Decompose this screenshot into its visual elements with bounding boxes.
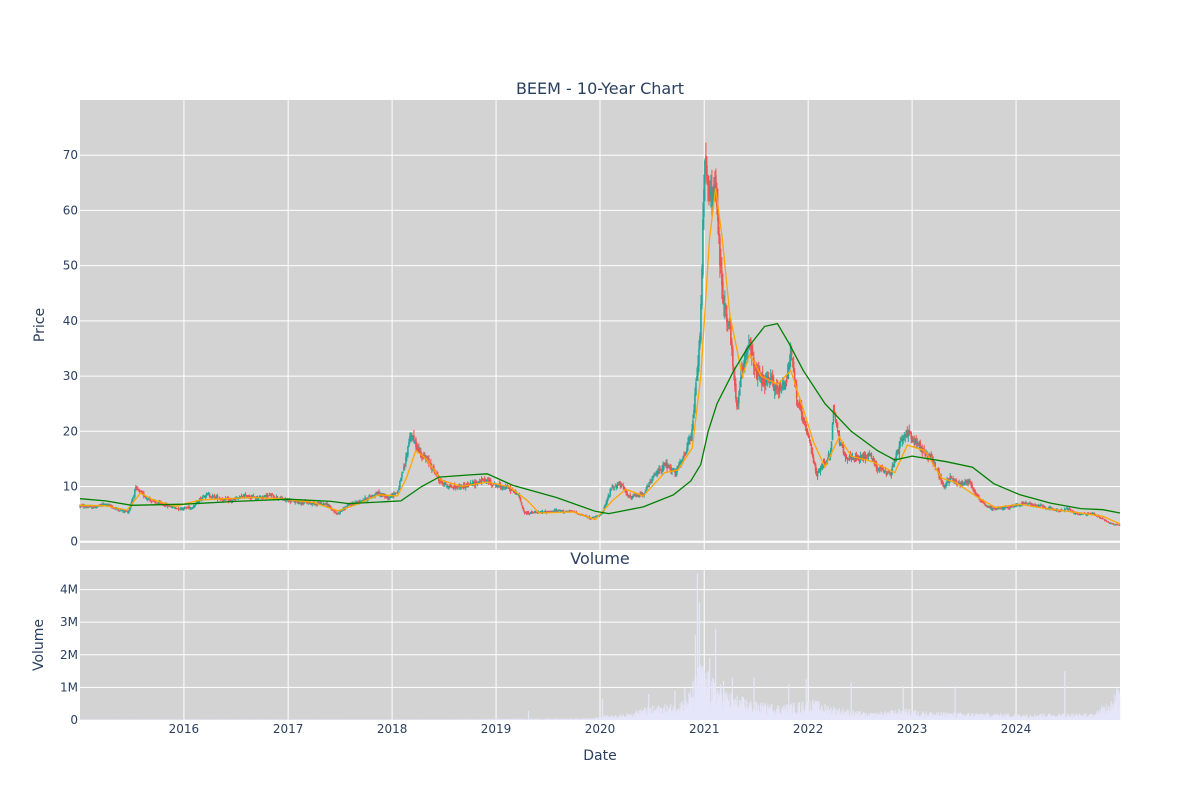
volume-spike-8 xyxy=(709,658,710,720)
candle-body-617 xyxy=(694,394,696,413)
candle-body-621 xyxy=(698,349,700,366)
volume-y-tick-2: 2M xyxy=(60,648,78,662)
price-y-axis-title: Price xyxy=(32,308,48,342)
candle-body-615 xyxy=(692,420,694,429)
candle-body-823 xyxy=(899,441,901,446)
volume-spike-12 xyxy=(753,678,754,720)
price-y-tick-0: 0 xyxy=(70,535,78,549)
candle-body-76 xyxy=(155,502,157,503)
candle-body-321 xyxy=(399,481,401,487)
candle-body-874 xyxy=(950,476,952,478)
volume-spike-16 xyxy=(903,686,904,720)
volume-spike-15 xyxy=(851,683,852,721)
volume-spike-13 xyxy=(788,684,789,720)
price-y-tick-3: 30 xyxy=(63,369,78,383)
volume-spike-18 xyxy=(1064,671,1065,720)
candle-body-709 xyxy=(786,380,788,383)
volume-spike-7 xyxy=(699,603,700,720)
volume-spike-19 xyxy=(1116,687,1117,720)
price-y-tick-1: 10 xyxy=(63,480,78,494)
candle-body-618 xyxy=(695,382,697,394)
x-tick-2017: 2017 xyxy=(273,722,304,736)
candle-body-950 xyxy=(1026,503,1028,504)
x-axis-title: Date xyxy=(583,748,616,764)
candle-body-442 xyxy=(520,498,522,502)
candle-body-937 xyxy=(1013,507,1015,508)
volume-spike-14 xyxy=(806,679,807,720)
candle-body-329 xyxy=(407,446,409,455)
x-tick-2016: 2016 xyxy=(169,722,200,736)
price-y-tick-5: 50 xyxy=(63,259,78,273)
volume-spike-0 xyxy=(528,711,529,720)
candle-body-662 xyxy=(739,389,741,395)
volume-spike-4 xyxy=(684,687,685,720)
volume-x-ticks: 2016 2017 2018 2019 2020 2021 2022 2023 2024 xyxy=(169,722,1032,736)
x-tick-2022: 2022 xyxy=(793,722,824,736)
price-y-tick-6: 60 xyxy=(63,203,78,217)
candle-body-661 xyxy=(738,396,740,403)
volume-spike-11 xyxy=(732,678,733,720)
candle-body-754 xyxy=(831,441,833,449)
candle-body-606 xyxy=(683,456,685,457)
candle-body-794 xyxy=(871,453,873,458)
candle-body-323 xyxy=(401,474,403,478)
candle-body-415 xyxy=(493,484,495,485)
volume-y-axis-title: Volume xyxy=(31,619,47,671)
candle-body-658 xyxy=(735,384,737,399)
volume-spike-9 xyxy=(715,629,716,720)
candle-body-324 xyxy=(402,472,404,473)
price-y-tick-2: 20 xyxy=(63,424,78,438)
candle-body-55 xyxy=(134,490,136,497)
volume-y-ticks: 0 1M 2M 3M 4M xyxy=(60,583,78,727)
candle-body-220 xyxy=(298,502,300,503)
candle-body-760 xyxy=(837,422,839,428)
x-tick-2023: 2023 xyxy=(897,722,928,736)
candle-body-759 xyxy=(836,419,838,422)
volume-y-tick-3: 3M xyxy=(60,615,78,629)
volume-spike-1 xyxy=(602,699,603,720)
candle-body-655 xyxy=(732,349,734,365)
candle-body-1030 xyxy=(1106,521,1108,522)
x-tick-2019: 2019 xyxy=(481,722,512,736)
volume-spike-10 xyxy=(723,681,724,720)
volume-chart-title: Volume xyxy=(570,549,630,568)
volume-spike-3 xyxy=(674,691,675,720)
candle-body-757 xyxy=(834,411,836,412)
volume-y-tick-1: 1M xyxy=(60,680,78,694)
candle-body-1037 xyxy=(1113,524,1115,525)
price-y-tick-4: 40 xyxy=(63,314,78,328)
x-tick-2021: 2021 xyxy=(689,722,720,736)
volume-spike-17 xyxy=(955,686,956,720)
x-tick-2018: 2018 xyxy=(377,722,408,736)
candle-body-443 xyxy=(521,502,523,504)
candle-body-536 xyxy=(613,487,615,488)
candle-body-717 xyxy=(794,372,796,379)
volume-spike-6 xyxy=(697,573,698,720)
volume-y-tick-0: 0 xyxy=(70,713,78,727)
x-tick-2024: 2024 xyxy=(1001,722,1032,736)
volume-y-tick-4: 4M xyxy=(60,583,78,597)
candle-body-810 xyxy=(887,473,889,474)
volume-spike-5 xyxy=(695,635,696,720)
candle-body-607 xyxy=(684,455,686,456)
candle-body-533 xyxy=(610,489,612,490)
volume-bar-2608 xyxy=(1119,694,1120,720)
candle-body-444 xyxy=(522,505,524,507)
price-y-tick-7: 70 xyxy=(63,148,78,162)
candle-body-740 xyxy=(817,473,819,476)
price-chart-title: BEEM - 10-Year Chart xyxy=(516,79,684,98)
price-y-ticks: 0 10 20 30 40 50 60 70 xyxy=(63,148,78,549)
volume-spike-2 xyxy=(648,694,649,720)
candle-body-755 xyxy=(832,423,834,439)
candle-body-1043 xyxy=(1119,525,1121,526)
candle-body-445 xyxy=(523,508,525,511)
x-tick-2020: 2020 xyxy=(585,722,616,736)
